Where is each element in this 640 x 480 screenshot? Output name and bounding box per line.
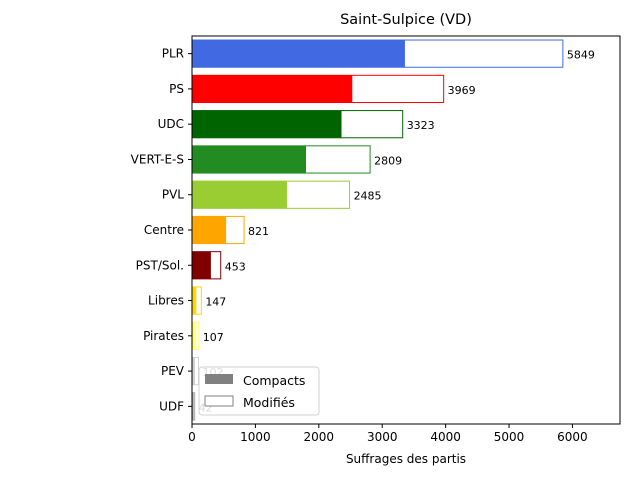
x-axis-ticks: 0 1000 2000 3000 4000 5000 6000 (188, 424, 588, 444)
value-label-pvl: 2485 (354, 190, 382, 203)
value-label-pirates: 107 (203, 331, 224, 344)
bar-compacts-pvl (192, 180, 287, 209)
x-tick-label: 2000 (304, 430, 335, 444)
x-tick-label: 6000 (557, 430, 588, 444)
value-label-plr: 5849 (567, 49, 595, 62)
bar-modifies-pst-sol (209, 251, 222, 280)
value-label-centre: 821 (248, 225, 269, 238)
bar-compacts-plr (192, 39, 405, 68)
x-tick-label: 5000 (494, 430, 525, 444)
bar-modifies-udc (340, 110, 404, 139)
bar-compacts-centre (192, 215, 226, 245)
bar-compacts-pst-sol (192, 251, 211, 280)
bars-group (192, 39, 564, 421)
bar-compacts-vert-e-s (192, 145, 306, 174)
legend-compacts-label: Compacts (243, 373, 305, 388)
bar-compacts-udf (192, 392, 194, 421)
value-labels-group: 5849396933232809248582145314710710242 (199, 49, 595, 415)
y-tick-label-pst-sol: PST/Sol. (136, 258, 184, 272)
y-tick-label-udf: UDF (159, 399, 184, 413)
x-tick-label: 1000 (240, 430, 271, 444)
legend: Compacts Modifiés (198, 366, 320, 416)
value-label-udc: 3323 (407, 119, 435, 132)
bar-modifies-pev (194, 356, 199, 386)
bar-modifies-centre (225, 215, 245, 245)
value-label-vert-e-s: 2809 (374, 154, 402, 167)
bar-compacts-pirates (192, 321, 195, 350)
plot-frame (191, 35, 621, 425)
x-tick-label: 3000 (367, 430, 398, 444)
bar-modifies-pirates (194, 321, 200, 350)
bar-compacts-ps (192, 74, 352, 104)
bar-modifies-libres (195, 286, 202, 315)
bar-modifies-plr (403, 39, 564, 68)
y-tick-label-pirates: Pirates (143, 329, 184, 343)
bar-modifies-vert-e-s (304, 145, 371, 174)
x-tick-label: 4000 (430, 430, 461, 444)
y-tick-label-centre: Centre (144, 223, 184, 237)
y-tick-label-libres: Libres (148, 294, 184, 308)
y-tick-label-plr: PLR (162, 47, 184, 61)
legend-modifies-swatch (204, 395, 234, 407)
bar-modifies-pvl (285, 180, 351, 209)
y-tick-label-udc: UDC (158, 117, 184, 131)
bar-compacts-udc (192, 110, 342, 139)
y-tick-label-vert-e-s: VERT-E-S (131, 152, 184, 166)
y-tick-label-pvl: PVL (162, 188, 184, 202)
chart-title: Saint-Sulpice (VD) (340, 12, 472, 28)
x-tick-label: 0 (188, 430, 196, 444)
x-axis-label: Suffrages des partis (346, 452, 466, 466)
y-tick-label-ps: PS (169, 82, 184, 96)
value-label-libres: 147 (205, 296, 226, 309)
bar-modifies-ps (351, 74, 445, 104)
bar-compacts-libres (192, 286, 196, 315)
legend-compacts-swatch (205, 374, 233, 384)
y-axis-ticks: PLR PS UDC VERT-E-S PVL Centre PST/Sol. Libres P… (131, 47, 192, 413)
bar-modifies-udf (192, 392, 196, 421)
bar-compacts-pev (192, 356, 195, 386)
legend-modifies-label: Modifiés (243, 395, 295, 410)
y-tick-label-pev: PEV (161, 364, 185, 378)
value-label-pst-sol: 453 (225, 260, 246, 273)
value-label-ps: 3969 (448, 84, 476, 97)
